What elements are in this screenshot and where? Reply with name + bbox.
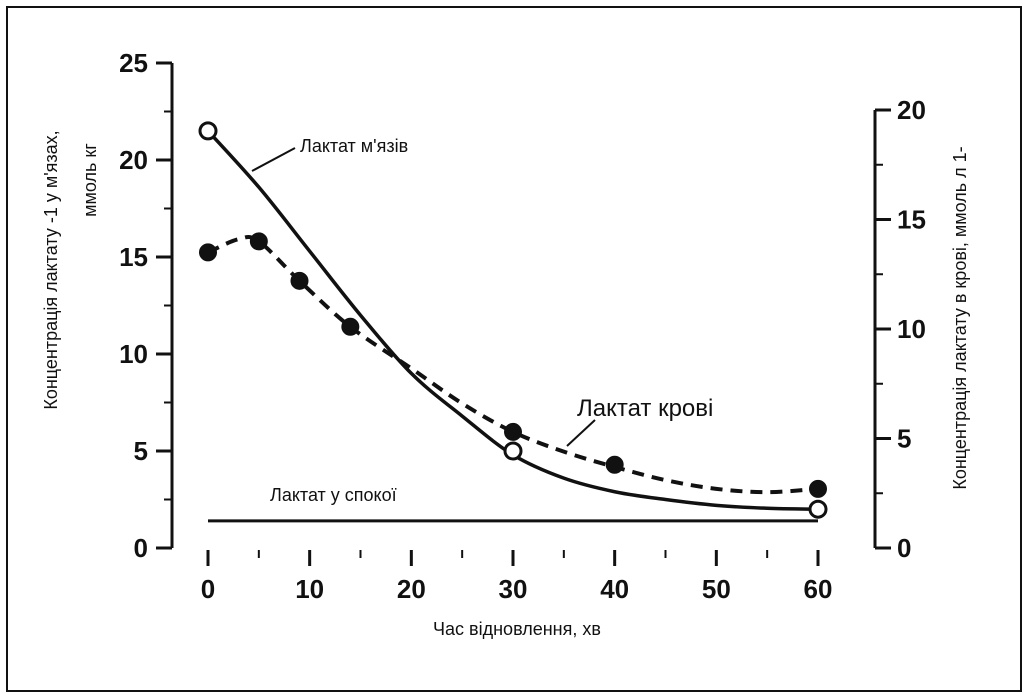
left-tick-label: 0 [134,533,148,563]
x-axis-title: Час відновлення, хв [433,619,601,639]
blood-lactate-point [504,422,522,441]
muscle-lactate-point [198,121,218,141]
left-y-ticks: 0 5 10 15 20 25 [119,48,172,563]
blood-lactate-point [809,479,827,498]
blood-lactate-pointer [566,419,596,447]
left-tick-label: 5 [134,436,148,466]
left-axis-title-line1: Концентрація лактату -1 у м'язах, [41,130,61,409]
x-tick-label: 40 [600,574,629,604]
x-tick-label: 0 [201,574,215,604]
blood-lactate-point [249,232,268,251]
right-tick-label: 20 [897,95,926,125]
x-tick-label: 50 [702,574,731,604]
muscle-lactate-point [503,441,523,461]
x-tick-label: 60 [804,574,833,604]
x-tick-label: 20 [397,574,426,604]
right-axis-title: Концентрація лактату в крові, ммоль л 1- [950,146,970,489]
x-tick-label: 10 [295,574,324,604]
right-tick-label: 0 [897,533,911,563]
left-tick-label: 15 [119,242,148,272]
left-tick-label: 20 [119,145,148,175]
figure-frame [6,6,1022,692]
marker-layer [198,121,828,519]
blood-lactate-point [199,243,217,262]
left-tick-label: 10 [119,339,148,369]
left-tick-label: 25 [119,48,148,78]
right-tick-label: 10 [897,314,926,344]
left-axis-title-line2: ммоль кг [80,143,100,217]
resting-lactate-label: Лактат у спокої [270,485,397,505]
muscle-lactate-point [808,499,828,519]
right-tick-label: 15 [897,205,926,235]
x-ticks: 0 10 20 30 40 50 60 [201,550,833,604]
muscle-lactate-pointer [251,147,296,172]
blood-lactate-label: Лактат крові [577,395,713,422]
x-tick-label: 30 [499,574,528,604]
blood-lactate-point [605,455,624,474]
blood-lactate-point [341,317,360,336]
muscle-lactate-label: Лактат м'язів [300,136,408,156]
series-layer [206,129,819,523]
right-tick-label: 5 [897,424,911,454]
right-y-ticks: 0 5 10 15 20 [875,95,926,563]
muscle-lactate-line [206,129,819,511]
blood-lactate-point [290,271,309,290]
